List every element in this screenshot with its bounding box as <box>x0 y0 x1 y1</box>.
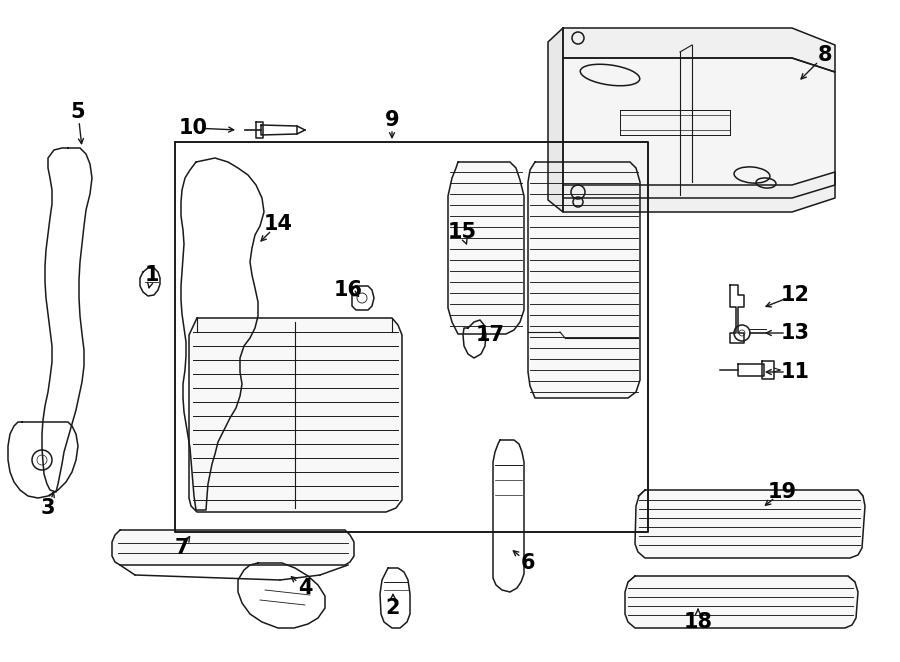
Polygon shape <box>112 530 354 565</box>
Text: 14: 14 <box>264 214 292 234</box>
Text: 5: 5 <box>71 102 86 122</box>
Text: 2: 2 <box>386 598 400 618</box>
Text: 1: 1 <box>145 265 159 285</box>
Text: 7: 7 <box>175 538 189 558</box>
Text: 9: 9 <box>384 110 400 130</box>
Text: 17: 17 <box>475 325 505 345</box>
Text: 18: 18 <box>683 612 713 632</box>
Polygon shape <box>635 490 865 558</box>
Polygon shape <box>625 576 858 628</box>
Text: 10: 10 <box>178 118 208 138</box>
Text: 8: 8 <box>818 45 832 65</box>
Polygon shape <box>448 162 524 334</box>
Text: 3: 3 <box>40 498 55 518</box>
Polygon shape <box>563 172 835 212</box>
Polygon shape <box>189 318 402 512</box>
Text: 6: 6 <box>521 553 535 573</box>
Text: 15: 15 <box>447 222 477 242</box>
Polygon shape <box>548 28 563 212</box>
Polygon shape <box>528 162 640 398</box>
Text: 13: 13 <box>780 323 809 343</box>
Text: 11: 11 <box>780 362 809 382</box>
Polygon shape <box>563 58 835 198</box>
Text: 4: 4 <box>298 578 312 598</box>
Polygon shape <box>563 28 835 72</box>
Text: 19: 19 <box>768 482 796 502</box>
Text: 16: 16 <box>334 280 363 300</box>
Text: 12: 12 <box>780 285 809 305</box>
